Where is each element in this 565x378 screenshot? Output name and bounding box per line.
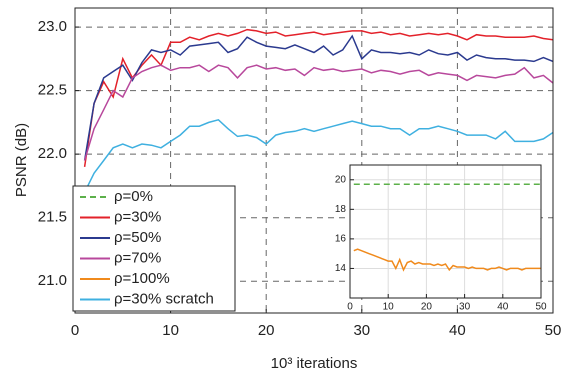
- legend-label: ρ=70%: [114, 249, 161, 266]
- y-tick-label: 23.0: [38, 18, 67, 35]
- x-tick-label: 50: [535, 302, 547, 313]
- y-tick-label: 22.0: [38, 145, 67, 162]
- line-series: [83, 34, 553, 161]
- x-tick-label: 30: [459, 302, 471, 313]
- inset-background: [350, 165, 541, 298]
- series-group: [83, 28, 553, 193]
- line-series: [353, 248, 541, 272]
- legend-box: [72, 185, 236, 312]
- x-tick-label: 10: [162, 322, 179, 339]
- axes-frame: [74, 7, 554, 314]
- y-tick-label: 14: [335, 263, 347, 274]
- x-tick-label: 30: [353, 322, 370, 339]
- x-tick-label: 0: [347, 302, 353, 313]
- x-tick-label: 10: [383, 302, 395, 313]
- x-tick-label: 50: [545, 322, 562, 339]
- y-tick-label: 21.5: [38, 209, 67, 226]
- legend-label: ρ=30%: [114, 208, 161, 225]
- line-series: [83, 64, 553, 161]
- axes-frame: [349, 164, 542, 299]
- x-tick-label: 20: [258, 322, 275, 339]
- y-tick-label: 16: [335, 234, 347, 245]
- x-axis-label: 10³ iterations: [271, 355, 358, 372]
- y-tick-label: 21.0: [38, 272, 67, 289]
- y-tick-label: 20: [335, 174, 347, 185]
- x-tick-label: 0: [71, 322, 79, 339]
- line-series: [83, 28, 553, 168]
- y-tick-label: 22.5: [38, 82, 67, 99]
- x-tick-label: 40: [497, 302, 509, 313]
- series-group: [353, 183, 541, 272]
- x-tick-label: 40: [449, 322, 466, 339]
- legend-label: ρ=0%: [114, 188, 153, 205]
- y-axis-label: PSNR (dB): [13, 123, 30, 197]
- legend-label: ρ=30% scratch: [114, 290, 214, 307]
- line-series: [83, 118, 553, 193]
- y-tick-label: 18: [335, 204, 347, 215]
- legend-label: ρ=100%: [114, 270, 170, 287]
- x-tick-label: 20: [421, 302, 433, 313]
- legend-label: ρ=50%: [114, 229, 161, 246]
